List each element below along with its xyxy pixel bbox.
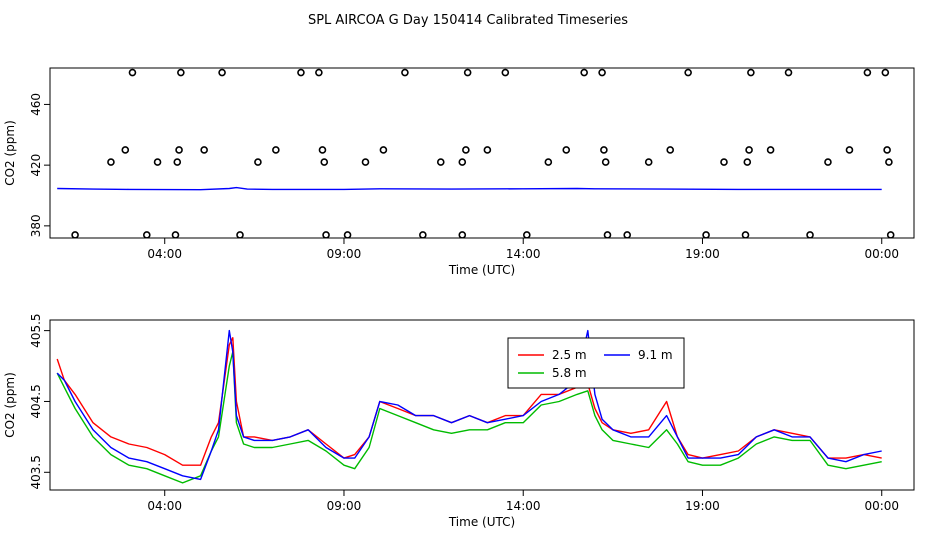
calibration-point — [666, 146, 675, 154]
calibration-point — [684, 68, 692, 77]
calibration-point — [315, 68, 323, 77]
plot-frame — [49, 67, 915, 239]
calibration-point — [845, 146, 854, 154]
calibration-point — [153, 158, 162, 166]
calibration-point — [343, 231, 352, 238]
x-axis-label: Time (UTC) — [448, 515, 515, 529]
y-tick-label: 380 — [29, 214, 43, 237]
calibration-point — [806, 231, 814, 238]
x-tick-label: 00:00 — [864, 247, 899, 261]
y-tick-label: 405.5 — [29, 313, 43, 347]
calibration-point — [885, 158, 893, 166]
bottom-panel-co2-inlet-timeseries: 04:00 09:00 14:00 19:00 00:00 403.5 404.5 405.5… — [3, 313, 915, 529]
calibration-point — [361, 158, 370, 166]
calibration-point — [401, 68, 409, 77]
calibration-point — [644, 158, 653, 166]
calibration-point — [784, 68, 793, 77]
calibration-point — [254, 158, 262, 166]
y-axis-label: CO2 (ppm) — [3, 372, 17, 438]
calibration-point — [462, 146, 470, 154]
calibration-point — [745, 146, 753, 154]
calibration-point — [297, 68, 305, 77]
x-tick-label: 19:00 — [685, 499, 720, 513]
calibration-point — [523, 231, 531, 238]
x-tick-label: 09:00 — [327, 499, 362, 513]
figure-title: SPL AIRCOA G Day 150414 Calibrated Times… — [308, 13, 628, 28]
top-panel-co2-calibration-scatter: 04:00 09:00 14:00 19:00 00:00 380 420 460 Time (… — [3, 67, 915, 277]
y-tick-label: 460 — [29, 93, 43, 116]
calibration-point — [881, 68, 890, 77]
y-tick-label: 403.5 — [29, 455, 43, 489]
calibration-point — [171, 231, 180, 238]
plot-data-area — [57, 68, 895, 238]
x-tick-label: 14:00 — [506, 247, 541, 261]
legend: 2.5 m 5.8 m 9.1 m — [507, 337, 685, 389]
calibration-point — [702, 231, 710, 238]
calibration-point — [501, 68, 510, 77]
series-line-9-1-m — [56, 329, 882, 481]
calibration-point — [121, 146, 130, 154]
calibration-point — [322, 231, 330, 238]
legend-box — [507, 337, 685, 389]
calibration-point — [747, 68, 755, 77]
calibration-point — [419, 231, 427, 238]
calibration-point — [236, 231, 244, 238]
series-line-2-5-m — [56, 337, 882, 466]
calibration-point — [318, 146, 327, 154]
x-tick-label: 00:00 — [864, 499, 899, 513]
calibration-point — [544, 158, 553, 166]
calibration-point — [128, 68, 137, 77]
series-line-5-8-m — [56, 351, 882, 484]
calibration-point — [863, 68, 872, 77]
calibration-point — [142, 231, 151, 238]
calibration-point — [766, 146, 775, 154]
calibration-point — [173, 158, 182, 166]
calibration-point — [603, 231, 612, 238]
calibration-point — [200, 146, 208, 154]
calibration-point — [601, 158, 610, 166]
calibration-point — [272, 146, 280, 154]
legend-label: 2.5 m — [552, 348, 587, 362]
calibration-point — [436, 158, 445, 166]
calibration-point — [743, 158, 752, 166]
calibration-point — [483, 146, 492, 154]
x-tick-label: 19:00 — [685, 247, 720, 261]
plot-data-area — [56, 329, 882, 484]
calibration-point — [623, 231, 631, 238]
x-axis-label: Time (UTC) — [448, 263, 515, 277]
legend-label: 9.1 m — [638, 348, 673, 362]
calibration-point — [883, 146, 891, 154]
calibration-point — [741, 231, 750, 238]
calibration-point — [107, 158, 115, 166]
calibration-point — [562, 146, 571, 154]
calibration-point — [600, 146, 608, 154]
calibration-point — [175, 146, 183, 154]
calibration-point — [720, 158, 728, 166]
calibration-point — [458, 158, 467, 166]
y-tick-label: 404.5 — [29, 384, 43, 418]
calibration-point — [463, 68, 472, 77]
y-axis-label: CO2 (ppm) — [3, 120, 17, 186]
x-tick-label: 04:00 — [147, 499, 182, 513]
x-tick-label: 14:00 — [506, 499, 541, 513]
calibration-point — [379, 146, 388, 154]
calibration-point — [598, 68, 606, 77]
inlet-timeseries-line — [57, 186, 882, 191]
plot-frame — [49, 319, 915, 491]
x-tick-label: 09:00 — [327, 247, 362, 261]
calibration-point — [177, 68, 185, 77]
calibration-point — [886, 231, 895, 238]
x-tick-label: 04:00 — [147, 247, 182, 261]
y-tick-label: 420 — [29, 154, 43, 177]
calibration-point — [580, 68, 588, 77]
calibration-point — [320, 158, 329, 166]
calibration-point — [71, 231, 79, 238]
legend-label: 5.8 m — [552, 366, 587, 380]
calibration-point — [458, 231, 467, 238]
calibration-point — [218, 68, 226, 77]
calibration-point — [824, 158, 832, 166]
